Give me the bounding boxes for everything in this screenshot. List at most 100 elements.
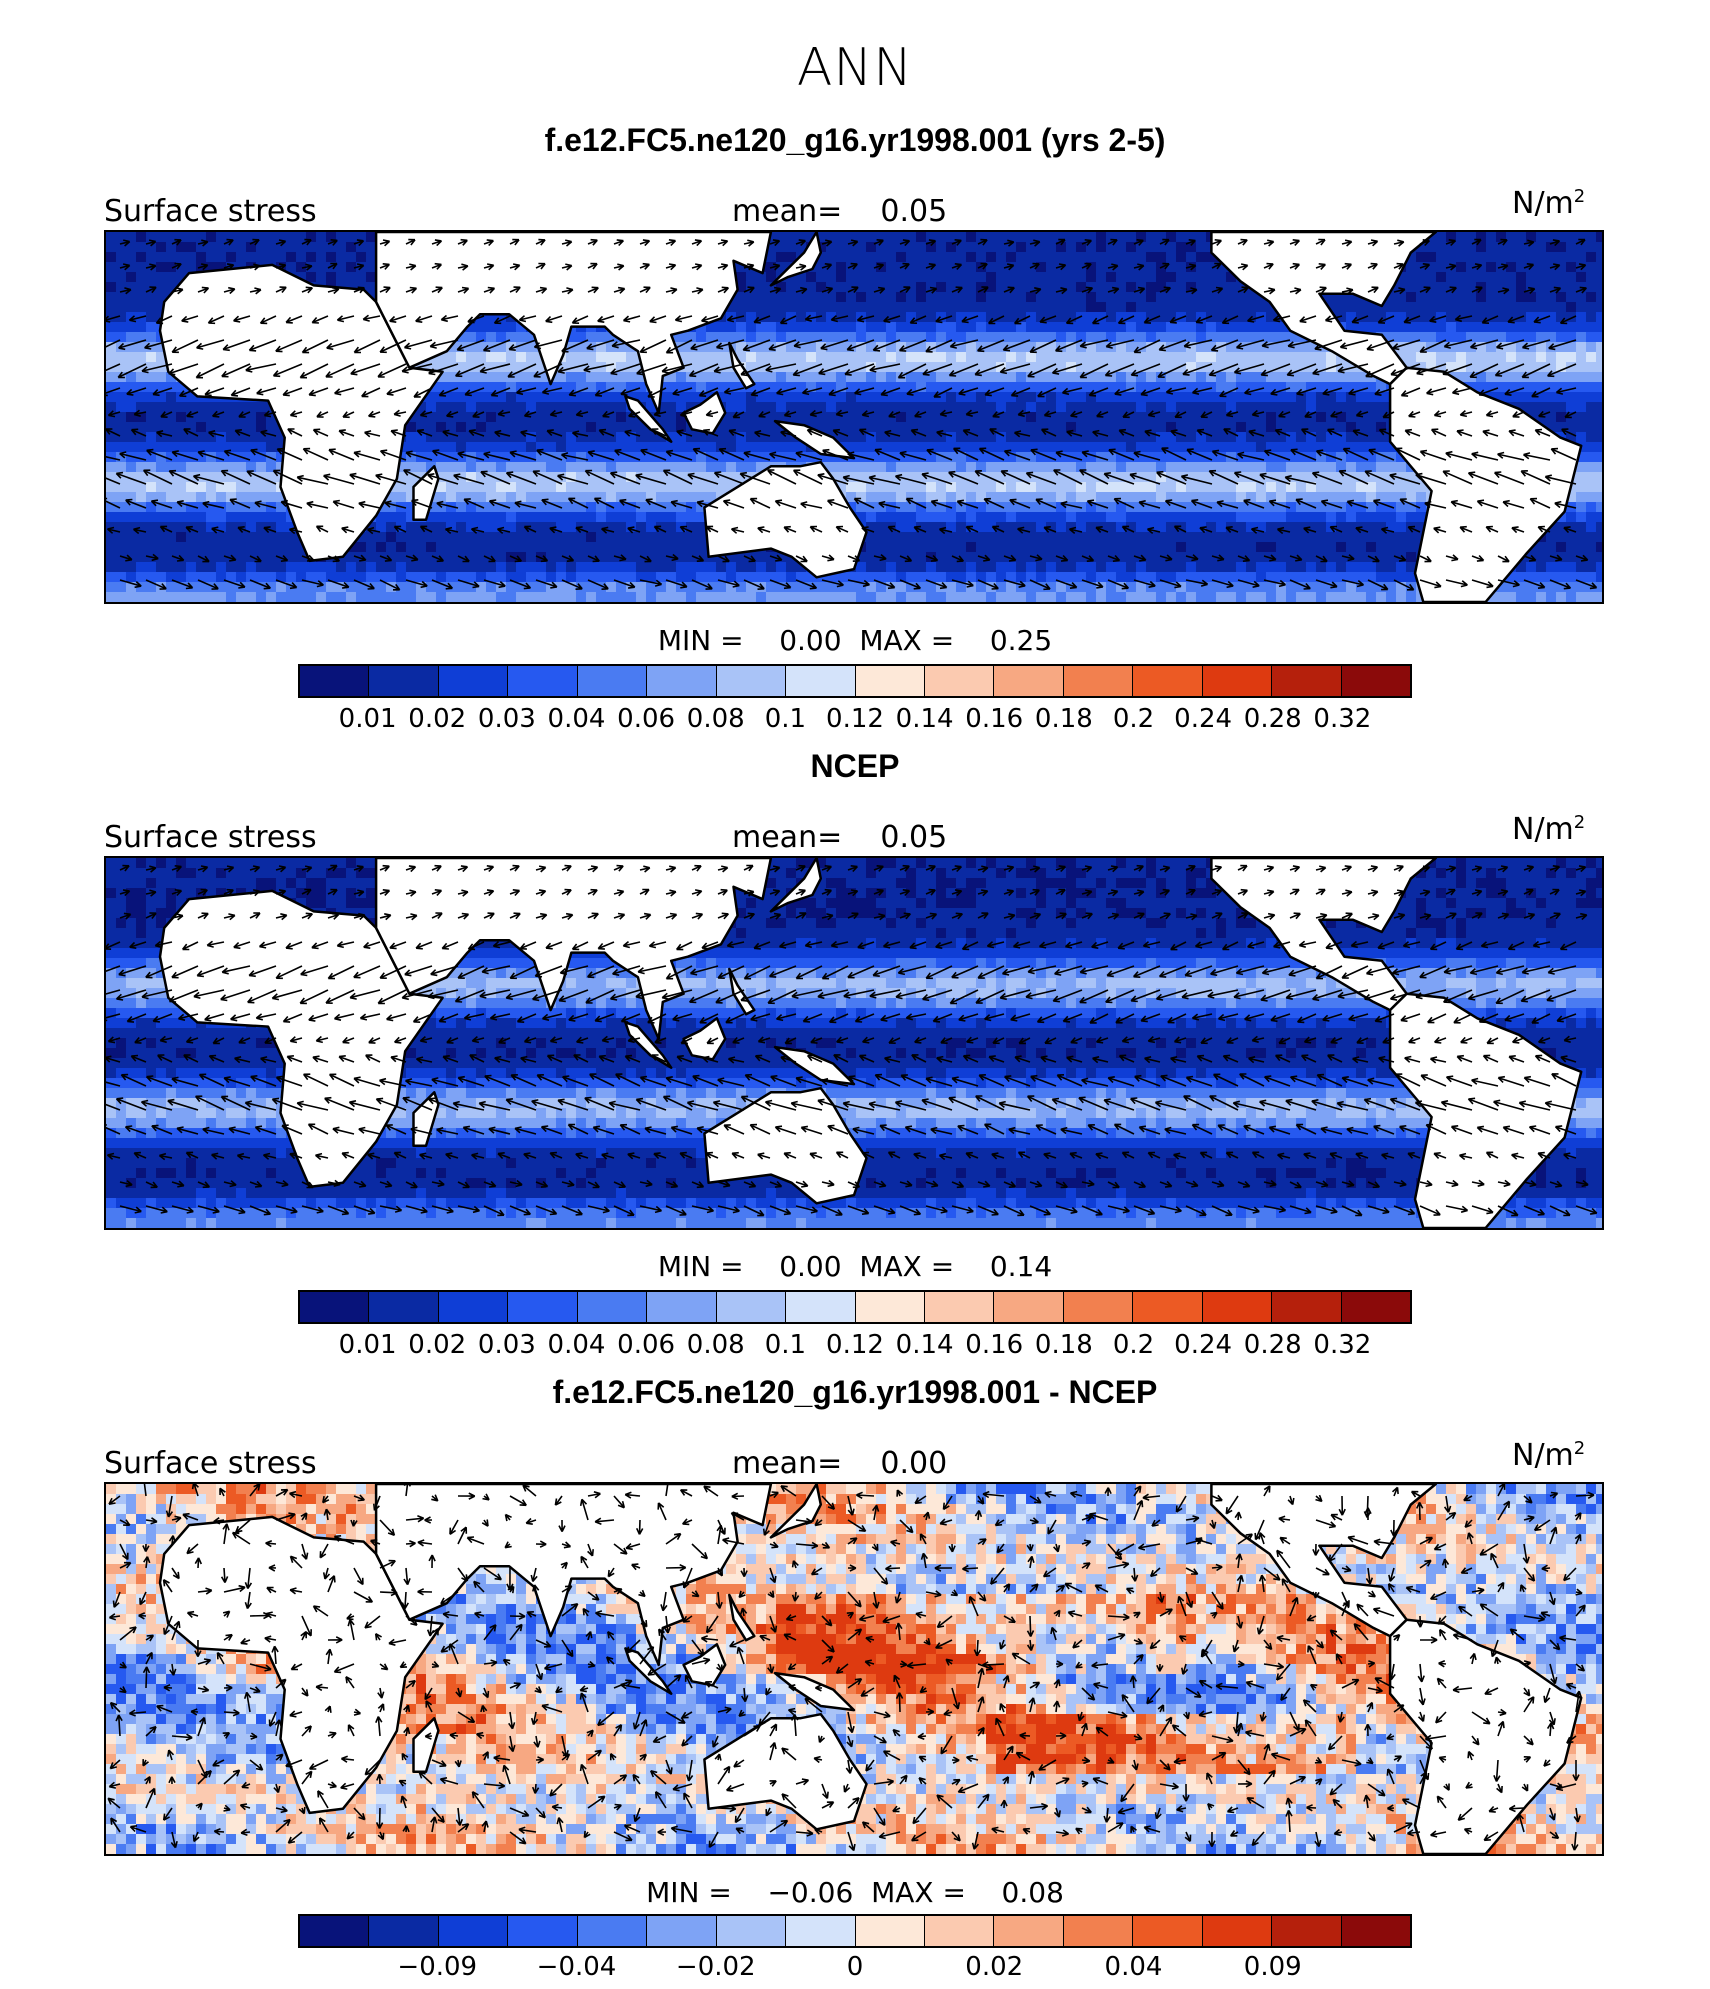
colorbar-tick-label: 0.12 — [826, 1330, 884, 1360]
colorbar-tick-label: −0.04 — [536, 1952, 617, 1982]
colorbar-tick-label: 0.02 — [408, 1330, 467, 1360]
colorbar-tick-label: 0.14 — [895, 1330, 954, 1360]
colorbar-swatch — [716, 1292, 787, 1322]
colorbar-tick-label: 0.32 — [1313, 704, 1372, 734]
colorbar-swatch — [1133, 666, 1203, 696]
colorbar-swatch — [786, 1292, 856, 1322]
colorbar-tick-label: 0.14 — [895, 704, 954, 734]
colorbar-swatch — [1341, 1292, 1410, 1322]
colorbar-swatch — [508, 1292, 578, 1322]
panel-3-title: f.e12.FC5.ne120_g16.yr1998.001 - NCEP — [552, 1374, 1158, 1410]
colorbar-swatch — [300, 666, 370, 696]
colorbar-tick-label: 0.2 — [1112, 1330, 1155, 1360]
colorbar-swatch — [1341, 1916, 1410, 1946]
colorbar-tick-label: −0.09 — [397, 1952, 478, 1982]
colorbar-swatch — [1272, 666, 1342, 696]
colorbar-tick-label: 0.18 — [1034, 704, 1093, 734]
colorbar-swatch — [994, 666, 1064, 696]
colorbar-tick-label: 0.02 — [965, 1952, 1024, 1982]
colorbar-tick-label: 0.08 — [686, 704, 745, 734]
panel-3-mean-label: mean= 0.00 — [732, 1446, 948, 1481]
panel-3-units: N/m2 — [1512, 1438, 1586, 1473]
stress-vectors — [106, 238, 1598, 591]
colorbar-swatch — [994, 1916, 1064, 1946]
colorbar-tick-label: 0.06 — [617, 704, 676, 734]
stress-vectors — [107, 1484, 1595, 1852]
colorbar-swatch — [438, 666, 509, 696]
colorbar-swatch — [508, 1916, 578, 1946]
panel-1-colorbar-ticks: 0.01 0.02 0.03 0.04 0.06 0.08 0.1 0.12 0.14 0.16 0… — [298, 704, 1412, 738]
panel-1-map — [104, 230, 1604, 604]
panel-3-variable-label: Surface stress — [104, 1446, 317, 1481]
colorbar-swatch — [855, 1292, 925, 1322]
panel-2-colorbar — [298, 1290, 1412, 1324]
colorbar-tick-label: 0.09 — [1243, 1952, 1302, 1982]
colorbar-swatch — [647, 666, 717, 696]
figure-title: ANN — [796, 38, 914, 98]
panel-1-title: f.e12.FC5.ne120_g16.yr1998.001 (yrs 2-5) — [544, 122, 1166, 158]
colorbar-swatch — [577, 666, 648, 696]
panel-3-colorbar — [298, 1914, 1412, 1948]
panel-1-colorbar — [298, 664, 1412, 698]
colorbar-tick-label: 0.28 — [1243, 704, 1302, 734]
colorbar-swatch — [1063, 1916, 1134, 1946]
panel-1-variable-label: Surface stress — [104, 194, 317, 229]
colorbar-swatch — [994, 1292, 1064, 1322]
colorbar-swatch — [716, 1916, 787, 1946]
panel-2-mean-label: mean= 0.05 — [732, 820, 948, 855]
colorbar-tick-label: 0.1 — [764, 1330, 807, 1360]
colorbar-tick-label: 0.03 — [477, 1330, 536, 1360]
colorbar-tick-label: 0.04 — [1104, 1952, 1163, 1982]
colorbar-swatch — [716, 666, 787, 696]
colorbar-tick-label: 0.01 — [338, 1330, 397, 1360]
colorbar-tick-label: 0.16 — [965, 1330, 1024, 1360]
colorbar-swatch — [855, 666, 925, 696]
colorbar-swatch — [786, 666, 856, 696]
stress-vectors — [106, 864, 1598, 1217]
colorbar-swatch — [786, 1916, 856, 1946]
panel-3-minmax: MIN = −0.06 MAX = 0.08 — [646, 1876, 1064, 1909]
colorbar-tick-label: 0.24 — [1174, 1330, 1233, 1360]
colorbar-swatch — [647, 1292, 717, 1322]
colorbar-tick-label: −0.02 — [675, 1952, 756, 1982]
colorbar-swatch — [438, 1916, 509, 1946]
colorbar-tick-label: 0.32 — [1313, 1330, 1372, 1360]
colorbar-swatch — [1063, 666, 1134, 696]
colorbar-swatch — [1272, 1292, 1342, 1322]
colorbar-swatch — [1063, 1292, 1134, 1322]
colorbar-tick-label: 0.06 — [617, 1330, 676, 1360]
panel-1-units: N/m2 — [1512, 186, 1586, 221]
panel-2-map — [104, 856, 1604, 1230]
colorbar-swatch — [577, 1292, 648, 1322]
panel-1-minmax: MIN = 0.00 MAX = 0.25 — [657, 624, 1053, 657]
colorbar-swatch — [924, 1292, 995, 1322]
colorbar-swatch — [369, 1292, 439, 1322]
colorbar-swatch — [577, 1916, 648, 1946]
colorbar-tick-label: 0.03 — [477, 704, 536, 734]
colorbar-swatch — [508, 666, 578, 696]
colorbar-swatch — [924, 1916, 995, 1946]
panel-2-units: N/m2 — [1512, 812, 1586, 847]
colorbar-swatch — [369, 1916, 439, 1946]
colorbar-swatch — [1133, 1292, 1203, 1322]
colorbar-tick-label: 0.02 — [408, 704, 467, 734]
colorbar-tick-label: 0.18 — [1034, 1330, 1093, 1360]
colorbar-swatch — [438, 1292, 509, 1322]
colorbar-tick-label: 0.16 — [965, 704, 1024, 734]
panel-1-mean-label: mean= 0.05 — [732, 194, 948, 229]
colorbar-swatch — [1272, 1916, 1342, 1946]
panel-2-variable-label: Surface stress — [104, 820, 317, 855]
colorbar-swatch — [924, 666, 995, 696]
colorbar-swatch — [369, 666, 439, 696]
colorbar-tick-label: 0.12 — [826, 704, 884, 734]
panel-2-title: NCEP — [810, 748, 900, 784]
panel-2-colorbar-ticks: 0.01 0.02 0.03 0.04 0.06 0.08 0.1 0.12 0.14 0.16 0… — [298, 1330, 1412, 1364]
panel-2-minmax: MIN = 0.00 MAX = 0.14 — [657, 1250, 1053, 1283]
colorbar-tick-label: 0.04 — [547, 1330, 606, 1360]
colorbar-tick-label: 0.24 — [1174, 704, 1233, 734]
colorbar-swatch — [855, 1916, 925, 1946]
colorbar-tick-label: 0.28 — [1243, 1330, 1302, 1360]
colorbar-swatch — [300, 1916, 370, 1946]
colorbar-swatch — [647, 1916, 717, 1946]
panel-3-colorbar-ticks: −0.09 −0.04 −0.02 0 0.02 0.04 0.09 — [298, 1952, 1412, 1986]
